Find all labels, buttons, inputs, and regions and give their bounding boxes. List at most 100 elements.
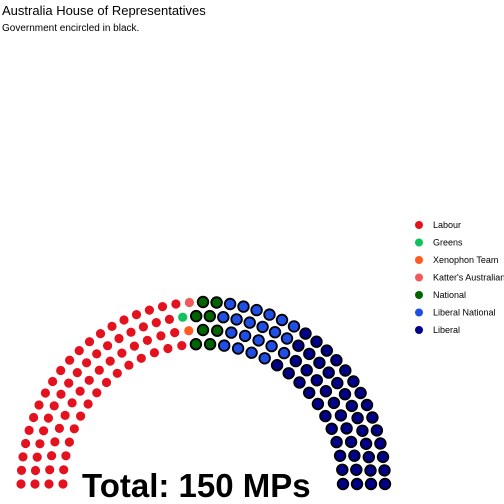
- seat-labour: [67, 398, 77, 408]
- legend-label: Labour: [433, 220, 461, 230]
- seat-labour: [30, 479, 40, 489]
- seat-labour: [74, 346, 84, 356]
- seat-liberal-national: [243, 316, 256, 329]
- seat-labour: [24, 425, 34, 435]
- seat-liberal: [300, 364, 313, 377]
- seat-labour: [144, 305, 154, 315]
- seat-liberal-national: [268, 326, 282, 339]
- seat-labour: [84, 375, 94, 385]
- seat-liberal: [303, 386, 316, 400]
- seat-labour: [92, 388, 102, 398]
- seat-liberal: [336, 477, 350, 491]
- seat-liberal-national: [263, 308, 276, 321]
- seat-labour: [59, 465, 69, 475]
- chart-subtitle: Government encircled in black.: [2, 23, 139, 34]
- seat-labour: [129, 341, 139, 351]
- seat-liberal-national: [225, 326, 238, 339]
- legend-swatch: [415, 221, 423, 229]
- seat-liberal-national: [217, 339, 231, 352]
- seat-liberal: [282, 367, 295, 380]
- seat-labour: [114, 333, 124, 344]
- seat-labour: [83, 399, 93, 409]
- seat-labour: [177, 341, 187, 351]
- legend: Labour Greens Xenophon Team Katter's Austra…: [415, 220, 504, 335]
- seat-liberal: [339, 364, 352, 377]
- seat-labour: [54, 423, 64, 433]
- seat-labour: [60, 410, 70, 420]
- legend-label: Liberal National: [433, 308, 496, 318]
- chart-title: Australia House of Representatives: [2, 3, 206, 18]
- seat-labour: [56, 365, 66, 376]
- seat-liberal: [334, 409, 348, 422]
- legend-label: Liberal: [433, 325, 460, 335]
- seat-national: [203, 338, 217, 351]
- seat-labour: [124, 360, 134, 370]
- seat-liberal-national: [258, 352, 271, 365]
- seat-labour: [61, 451, 71, 461]
- seat-national: [189, 338, 203, 351]
- seat-labour: [82, 358, 92, 368]
- legend-swatch: [415, 291, 423, 299]
- seat-liberal-national: [217, 311, 230, 324]
- seat-labour: [40, 388, 51, 398]
- seat-liberal: [331, 376, 344, 390]
- seat-xenophon-team: [184, 326, 194, 336]
- seat-liberal: [364, 464, 377, 477]
- seat-national: [196, 323, 210, 337]
- legend-label: National: [433, 290, 466, 300]
- seat-liberal-national: [237, 300, 250, 313]
- seat-liberal: [299, 327, 312, 340]
- seat-liberal: [347, 375, 360, 388]
- seat-liberal: [310, 335, 323, 348]
- seat-liberal-national: [223, 297, 237, 311]
- seat-liberal-national: [256, 320, 269, 334]
- seat-liberal-national: [252, 334, 265, 347]
- legend-label: Greens: [433, 238, 463, 248]
- seat-labour: [72, 368, 82, 378]
- seat-liberal: [313, 356, 326, 370]
- seat-liberal: [330, 354, 343, 367]
- seat-liberal: [310, 374, 324, 387]
- seat-labour: [47, 451, 57, 461]
- seat-liberal: [378, 464, 391, 477]
- seat-liberal: [348, 449, 361, 462]
- seat-labour: [164, 314, 174, 324]
- seat-liberal: [327, 396, 341, 410]
- seat-labour: [136, 353, 146, 363]
- seat-national: [203, 309, 217, 323]
- legend-label: Xenophon Team: [433, 255, 498, 265]
- seat-labour: [92, 349, 102, 359]
- seat-liberal: [370, 424, 384, 437]
- seat-labour: [156, 331, 166, 341]
- seat-labour: [94, 365, 104, 375]
- seat-labour: [151, 318, 161, 328]
- seat-labour: [103, 341, 113, 351]
- seat-greens: [178, 312, 188, 322]
- seat-liberal: [362, 450, 376, 464]
- seat-labour: [48, 376, 58, 387]
- seat-liberal: [319, 385, 333, 398]
- seat-labour: [170, 328, 180, 338]
- seat-liberal: [330, 435, 343, 449]
- seat-labour: [112, 368, 122, 378]
- seat-labour: [126, 327, 136, 337]
- seat-liberal: [344, 435, 358, 449]
- seat-liberal-national: [250, 303, 263, 317]
- seat-liberal: [345, 399, 359, 413]
- seat-liberal-national: [275, 313, 289, 327]
- seat-labour: [157, 302, 168, 312]
- seat-labour: [131, 310, 142, 320]
- seat-labour: [95, 329, 106, 339]
- seat-liberal: [293, 376, 306, 389]
- seat-labour: [16, 465, 27, 475]
- legend-swatch: [415, 326, 423, 334]
- seat-labour: [34, 400, 44, 410]
- seat-liberal: [351, 411, 364, 425]
- seat-national: [210, 324, 224, 337]
- seat-liberal: [354, 386, 367, 400]
- seat-labour: [30, 465, 41, 476]
- seat-labour: [75, 386, 85, 396]
- seat-liberal: [350, 477, 364, 491]
- seat-labour: [119, 315, 129, 325]
- seat-liberal: [311, 397, 325, 411]
